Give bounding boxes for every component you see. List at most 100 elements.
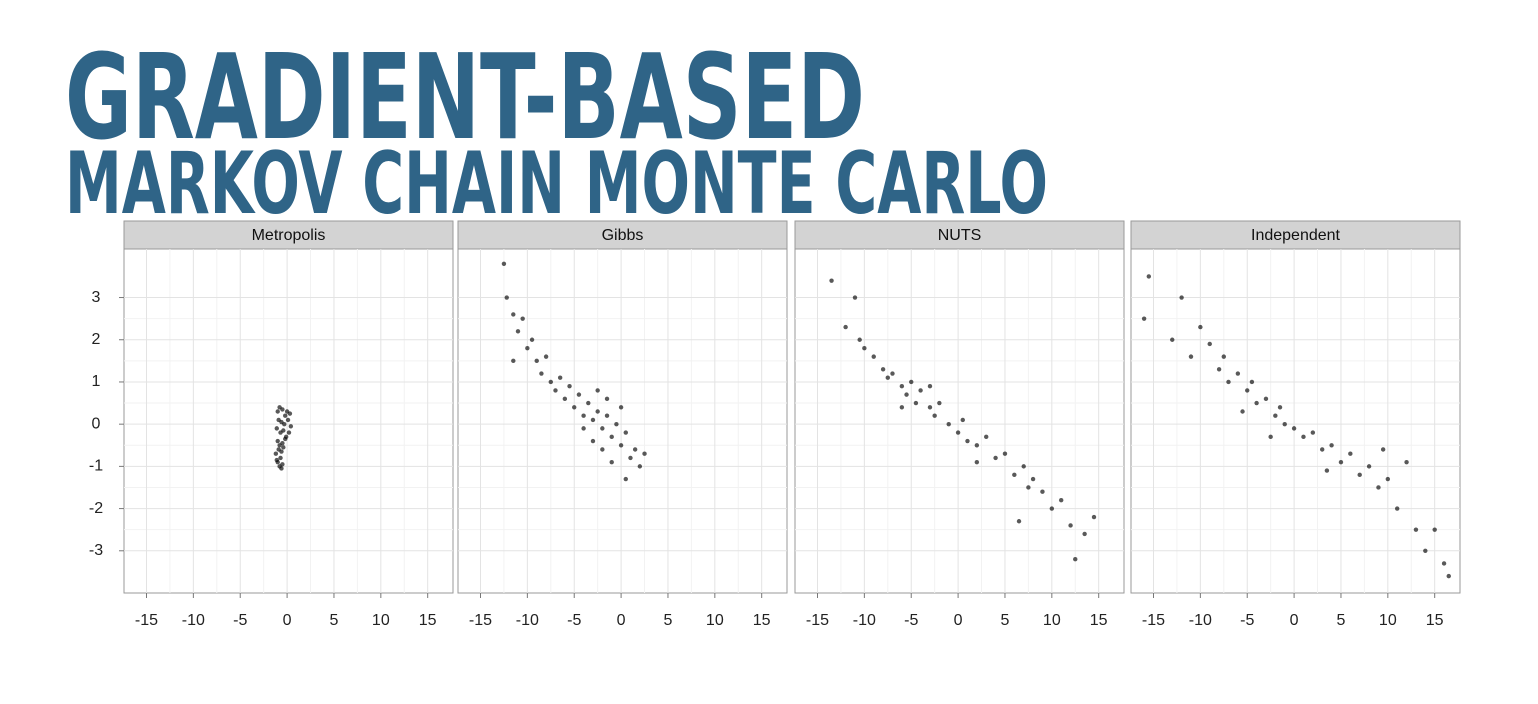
point [1301, 434, 1306, 440]
point [1338, 459, 1344, 465]
panel [1130, 248, 1461, 594]
point [1249, 379, 1255, 385]
point [543, 354, 549, 359]
y-tick-label: 0 [92, 415, 101, 432]
point [567, 383, 572, 389]
point [871, 354, 876, 359]
point [1198, 324, 1203, 330]
point [275, 438, 280, 444]
point [1245, 388, 1250, 393]
point [1141, 316, 1147, 321]
point [1320, 447, 1325, 452]
point [965, 438, 970, 444]
panel-strip [794, 220, 1125, 250]
point [548, 379, 553, 385]
point [586, 400, 591, 406]
x-tick-label: -5 [233, 612, 247, 629]
point [1380, 447, 1386, 452]
point [984, 434, 989, 440]
point [955, 430, 961, 435]
point [843, 324, 848, 330]
point [609, 459, 614, 465]
point [890, 371, 895, 376]
point [880, 367, 886, 372]
point [862, 345, 867, 351]
point [927, 405, 933, 410]
x-tick-label: -10 [853, 612, 876, 629]
point [1376, 485, 1381, 490]
point [1170, 337, 1175, 342]
point [1026, 485, 1031, 490]
panel-title: Independent [1251, 227, 1341, 244]
y-tick-label: 2 [92, 331, 101, 348]
x-tick-label: 10 [1379, 612, 1397, 629]
point [280, 407, 285, 412]
point [501, 261, 507, 266]
point [511, 358, 516, 364]
point [604, 396, 610, 402]
x-tick-label: -10 [1189, 612, 1212, 629]
point [1235, 371, 1241, 376]
point [539, 371, 544, 376]
point [283, 413, 288, 418]
x-tick-label: -15 [469, 612, 492, 629]
point [1329, 443, 1334, 448]
point [632, 447, 638, 452]
point [1207, 341, 1212, 347]
point [637, 464, 643, 469]
point [852, 295, 858, 300]
point [281, 445, 286, 450]
x-tick-label: -10 [516, 612, 539, 629]
point [1068, 523, 1073, 528]
point [918, 388, 923, 393]
x-tick-label: 15 [1426, 612, 1444, 629]
point [1082, 531, 1087, 537]
point [273, 451, 279, 456]
point [857, 337, 862, 342]
point [525, 345, 530, 351]
x-tick-label: 5 [1001, 612, 1010, 629]
y-tick-label: 3 [92, 289, 101, 306]
panel [794, 248, 1125, 594]
point [590, 438, 596, 444]
x-tick-label: 5 [1337, 612, 1346, 629]
x-tick-label: -5 [1240, 612, 1254, 629]
point [286, 430, 292, 435]
point [1366, 464, 1372, 469]
point [1058, 497, 1064, 503]
point [1441, 561, 1447, 566]
point [600, 447, 605, 452]
point [1357, 472, 1362, 478]
point [1146, 274, 1152, 279]
point [927, 383, 933, 389]
point [1012, 472, 1017, 478]
point [899, 405, 905, 410]
x-tick-label: 15 [1090, 612, 1108, 629]
point [623, 430, 628, 435]
point [1030, 476, 1036, 482]
point [1263, 396, 1269, 402]
point [1240, 409, 1245, 414]
point [885, 375, 890, 380]
point [287, 411, 293, 416]
point [1394, 506, 1400, 511]
point [1221, 354, 1226, 359]
point [909, 379, 914, 385]
x-tick-label: 5 [330, 612, 339, 629]
point [553, 388, 558, 393]
point [1291, 426, 1297, 431]
point [515, 329, 521, 334]
x-tick-label: 15 [753, 612, 771, 629]
y-tick-label: -3 [89, 542, 103, 559]
point [572, 405, 577, 410]
y-tick-label: 1 [92, 373, 101, 390]
point [274, 457, 279, 463]
point [595, 409, 600, 414]
y-tick-label: -1 [89, 458, 103, 475]
point [1446, 573, 1451, 579]
point [1254, 400, 1259, 406]
point [534, 358, 539, 364]
x-tick-label: 5 [664, 612, 673, 629]
point [1404, 459, 1409, 465]
x-tick-label: -5 [904, 612, 918, 629]
